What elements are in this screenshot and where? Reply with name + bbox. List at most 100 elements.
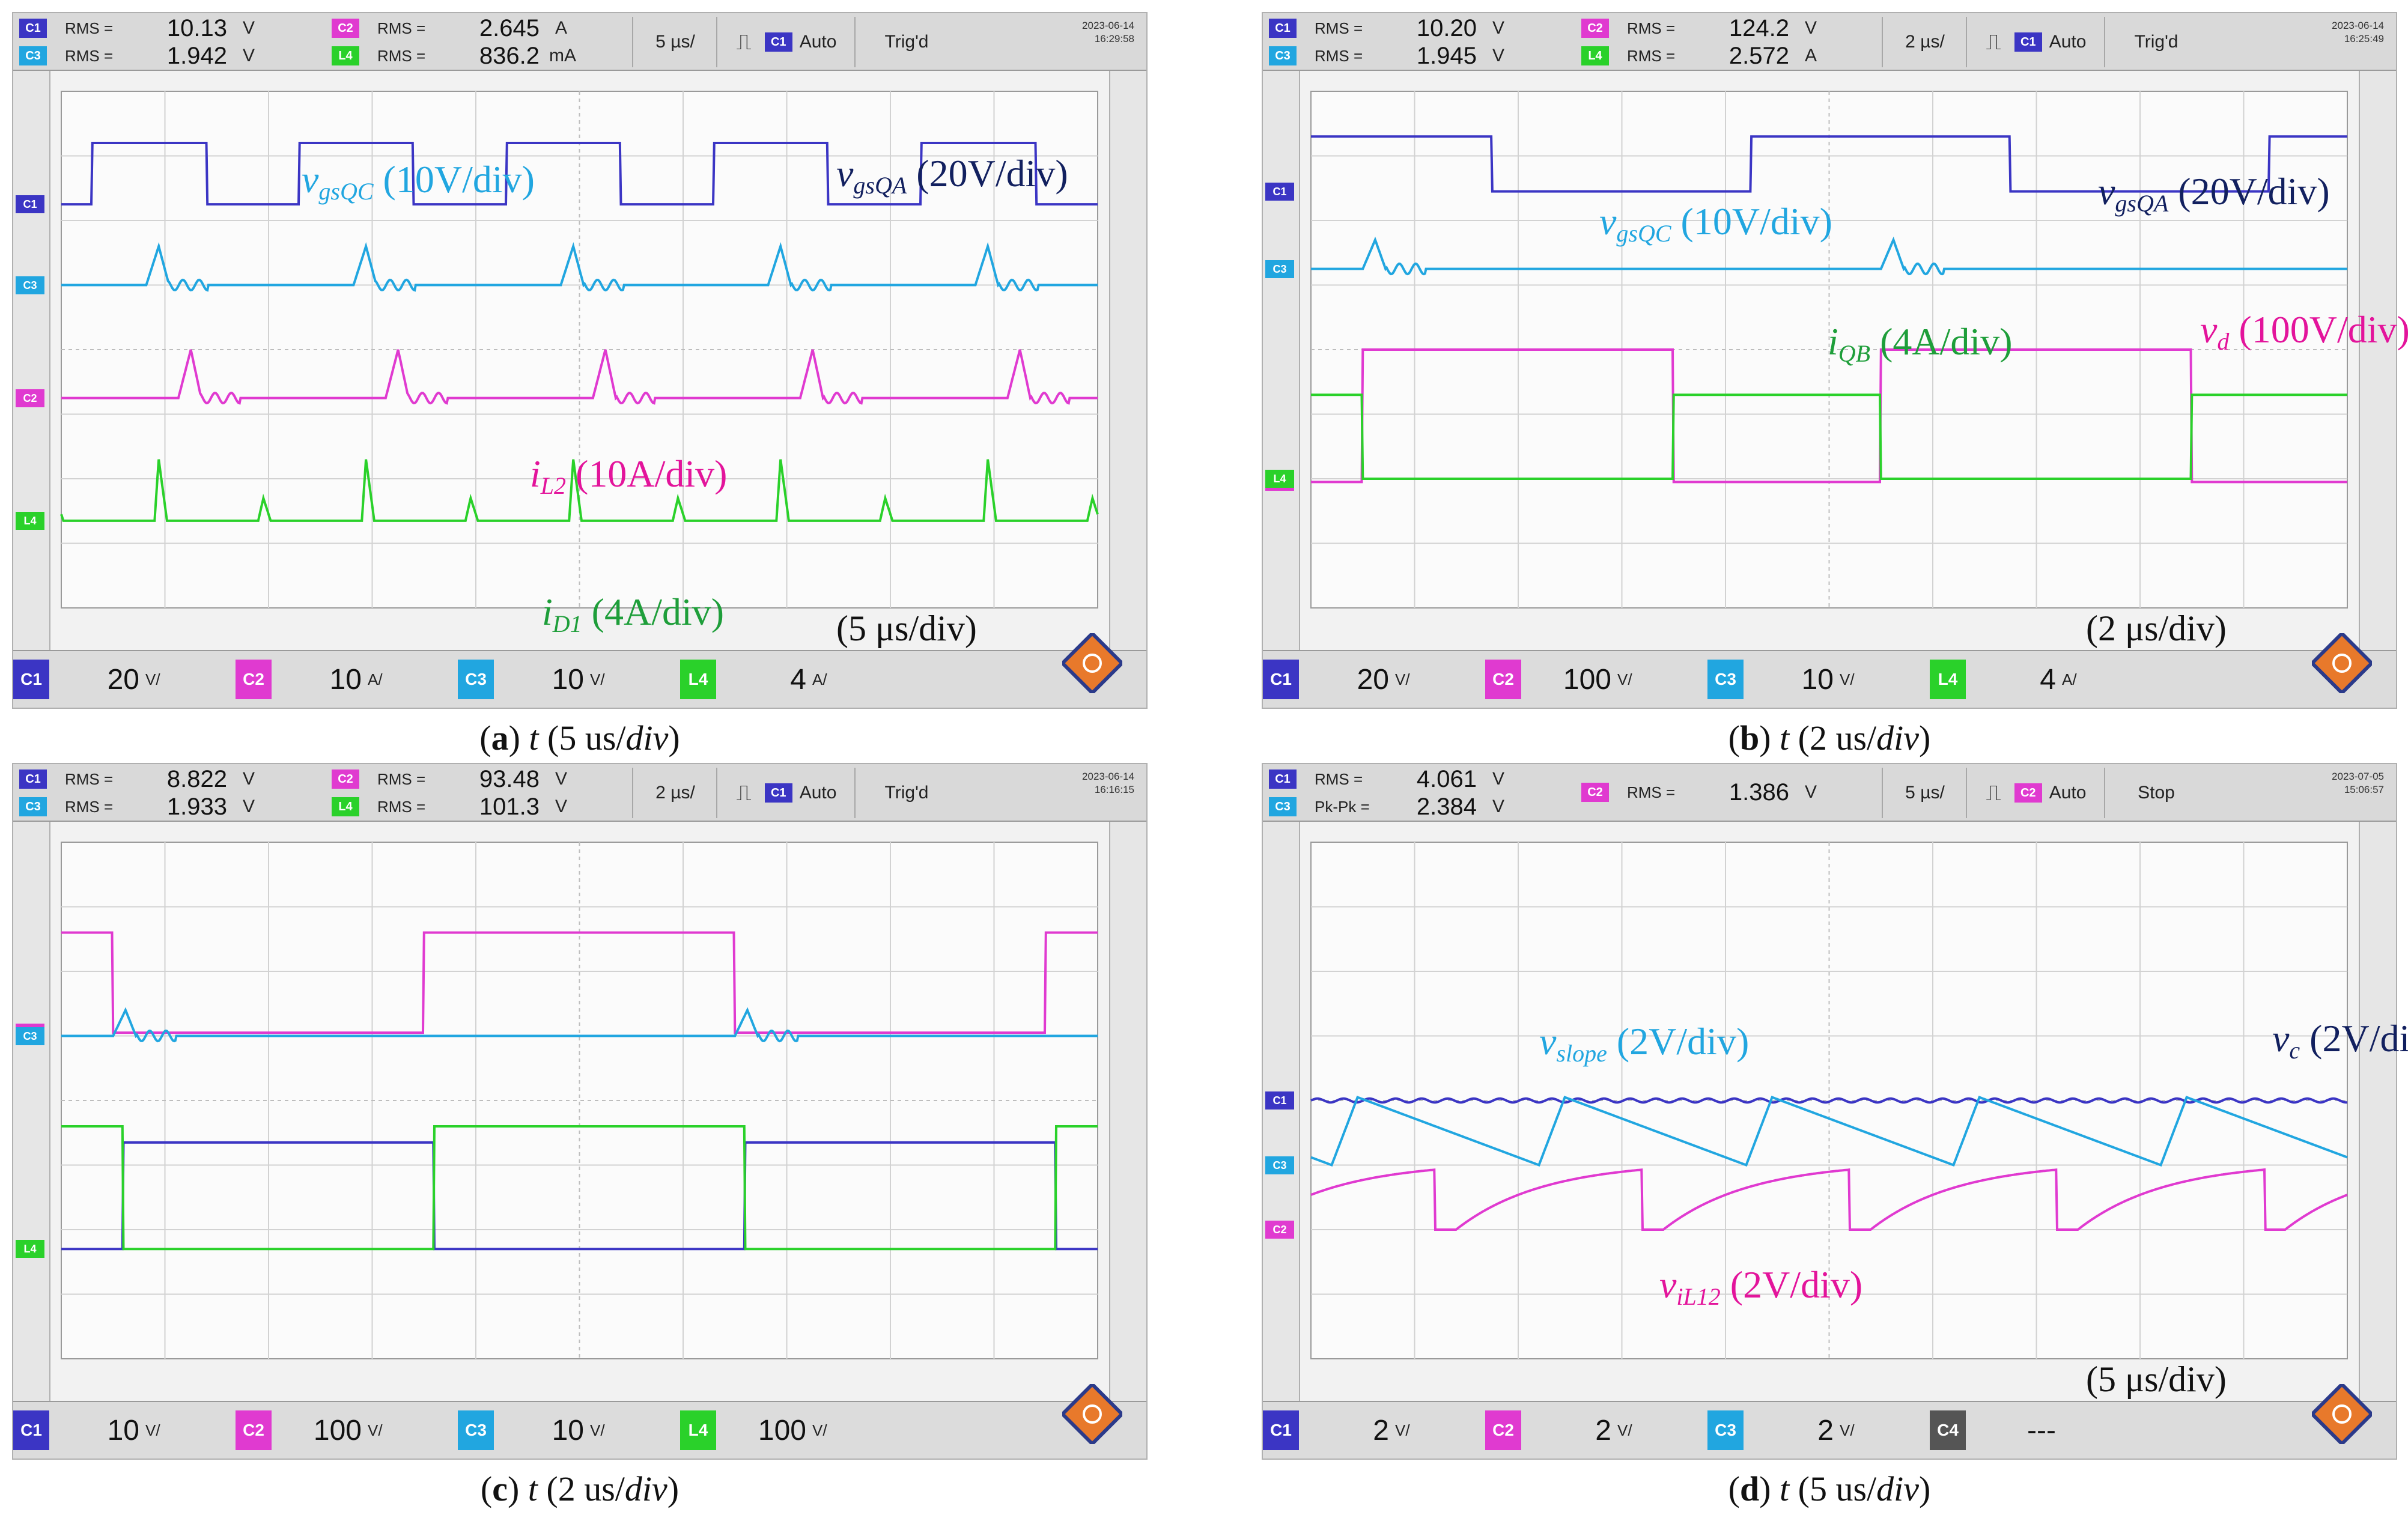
scale-c1[interactable]: C1 2 V/ (1263, 1410, 1479, 1450)
measurement-label: RMS = (1627, 783, 1676, 801)
right-ruler (2359, 822, 2396, 1401)
measurement-value: 93.48 (479, 765, 540, 792)
scale-channel-tag: L4 (680, 660, 716, 699)
trigger-readout[interactable]: ⎍ C2 Auto (1966, 768, 2105, 818)
scale-c2[interactable]: C2 100 V/ (236, 1410, 452, 1450)
panel-caption: (b) t (2 us/div) (1262, 718, 2397, 758)
caption-rest: (2 us/ (546, 1469, 625, 1508)
annotation-space (582, 590, 592, 633)
timebase-readout[interactable]: 2 µs/ (632, 768, 717, 818)
scale-value: 10 (1801, 663, 1834, 696)
channel-ground-marker[interactable]: C3 (1265, 1156, 1294, 1174)
caption-paren: ) (1759, 1469, 1780, 1508)
scale-c4[interactable]: C4 --- (1930, 1410, 2146, 1450)
scale-l4[interactable]: L4 4 A/ (680, 660, 896, 699)
scale-channel-tag: L4 (1930, 660, 1966, 699)
channel-ground-marker[interactable]: C1 (16, 195, 44, 214)
trigger-readout[interactable]: ⎍ C1 Auto (716, 768, 856, 818)
scale-channel-tag: C1 (1263, 660, 1299, 699)
scale-l4[interactable]: L4 100 V/ (680, 1410, 896, 1450)
trigger-edge-icon: ⎍ (1986, 29, 2001, 54)
scale-c3[interactable]: C3 10 V/ (458, 1410, 674, 1450)
acquisition-status[interactable]: Trig'd (854, 768, 958, 818)
time-per-div-label: (2 μs/div) (2086, 609, 2227, 648)
channel-ground-marker[interactable]: L4 (1265, 470, 1294, 488)
scale-value: 10 (552, 1414, 584, 1446)
measurement-header: C1 RMS = 8.822 V C2 RMS = 93.48 V C3 RMS = 1.933 V L… (13, 764, 1146, 822)
annotation-vslope: vslope (2V/div) (1539, 1019, 1749, 1067)
right-ruler (2359, 71, 2396, 650)
measurement-value: 2.645 (479, 14, 540, 41)
time: 15:06:57 (2344, 784, 2384, 795)
caption-rest: (5 us/ (1798, 1469, 1877, 1508)
measurement-label: RMS = (65, 770, 114, 788)
acquisition-status[interactable]: Trig'd (2104, 17, 2207, 67)
channel-ground-marker[interactable]: C2 (16, 389, 44, 407)
measurement-value: 101.3 (479, 793, 540, 820)
caption-rest: (5 us/ (547, 718, 626, 757)
channel-ground-marker[interactable]: L4 (16, 1240, 44, 1258)
channel-ground-marker[interactable]: L4 (16, 511, 44, 530)
channel-ground-marker[interactable]: C3 (16, 1027, 44, 1045)
scale-unit: A/ (812, 670, 827, 688)
scale-unit: V/ (145, 1421, 160, 1439)
scale-value: 100 (313, 1414, 362, 1446)
scale-c3[interactable]: C3 2 V/ (1707, 1410, 1924, 1450)
measurement-unit: V (242, 18, 255, 38)
annotation-space (374, 158, 383, 201)
channel-ground-marker[interactable]: C3 (16, 276, 44, 294)
annotation-scale: (10A/div) (576, 452, 728, 495)
rigol-logo (2309, 631, 2374, 696)
channel-tag: C1 (1269, 19, 1297, 38)
caption-paren: ( (1728, 1469, 1740, 1508)
channel-ground-marker[interactable]: C2 (1265, 1221, 1294, 1239)
scale-c1[interactable]: C1 20 V/ (13, 660, 230, 699)
measurement-value: 10.20 (1416, 14, 1477, 41)
measurement-l4: L4 RMS = 2.572 A (1575, 43, 1823, 69)
scale-c1[interactable]: C1 10 V/ (13, 1410, 230, 1450)
channel-tag: L4 (1581, 46, 1609, 65)
measurement-value: 8.822 (166, 765, 227, 792)
channel-scale-footer: C1 20 V/C2 10 A/C3 10 V/L4 4 A/ (13, 650, 1146, 708)
scale-c2[interactable]: C2 100 V/ (1485, 660, 1701, 699)
acquisition-status[interactable]: Trig'd (854, 17, 958, 67)
timebase-readout[interactable]: 5 µs/ (1882, 768, 1967, 818)
oscilloscope-screen: C1 RMS = 10.13 V C2 RMS = 2.645 A C3 RMS = 1.942 V L… (12, 12, 1148, 709)
measurement-c2: C2 RMS = 93.48 V (326, 766, 573, 792)
trigger-readout[interactable]: ⎍ C1 Auto (1966, 17, 2105, 67)
channel-ground-marker[interactable]: C1 (1265, 1091, 1294, 1110)
scale-unit: V/ (368, 1421, 383, 1439)
annotation-subscript: c (2289, 1037, 2300, 1064)
annotation-scale: (20V/div) (2178, 170, 2330, 213)
measurement-label: RMS = (1315, 46, 1363, 65)
measurement-unit: V (1492, 18, 1504, 38)
caption-unit: div (624, 1469, 667, 1508)
left-ruler (13, 71, 50, 650)
scale-c2[interactable]: C2 10 A/ (236, 660, 452, 699)
channel-tag: C3 (1269, 797, 1297, 816)
scale-l4[interactable]: L4 4 A/ (1930, 660, 2146, 699)
scale-c3[interactable]: C3 10 V/ (458, 660, 674, 699)
scale-c2[interactable]: C2 2 V/ (1485, 1410, 1701, 1450)
channel-ground-marker[interactable]: C3 (1265, 260, 1294, 278)
caption-close: ) (1919, 718, 1931, 757)
caption-close: ) (1919, 1469, 1931, 1508)
scope-panel-d: C1 RMS = 4.061 V C2 RMS = 1.386 V C3 Pk-Pk = 2.384… (1262, 763, 2408, 1508)
rigol-logo (1060, 631, 1125, 696)
timebase-readout[interactable]: 2 µs/ (1882, 17, 1967, 67)
timebase-readout[interactable]: 5 µs/ (632, 17, 717, 67)
scale-c3[interactable]: C3 10 V/ (1707, 660, 1924, 699)
scale-c1[interactable]: C1 20 V/ (1263, 660, 1479, 699)
annotation-symbol: v (1539, 1020, 1557, 1063)
trigger-readout[interactable]: ⎍ C1 Auto (716, 17, 856, 67)
measurement-value: 1.933 (166, 793, 227, 820)
trace-l4 (1311, 393, 2347, 480)
trace-c3 (61, 241, 1098, 292)
channel-tag: L4 (332, 797, 359, 816)
measurement-unit: A (1804, 46, 1817, 65)
acquisition-status[interactable]: Stop (2104, 768, 2207, 818)
channel-ground-marker[interactable]: C1 (1265, 182, 1294, 201)
annotation-iqb: iQB (4A/div) (1828, 320, 2013, 368)
annotation-symbol: v (1659, 1263, 1677, 1306)
